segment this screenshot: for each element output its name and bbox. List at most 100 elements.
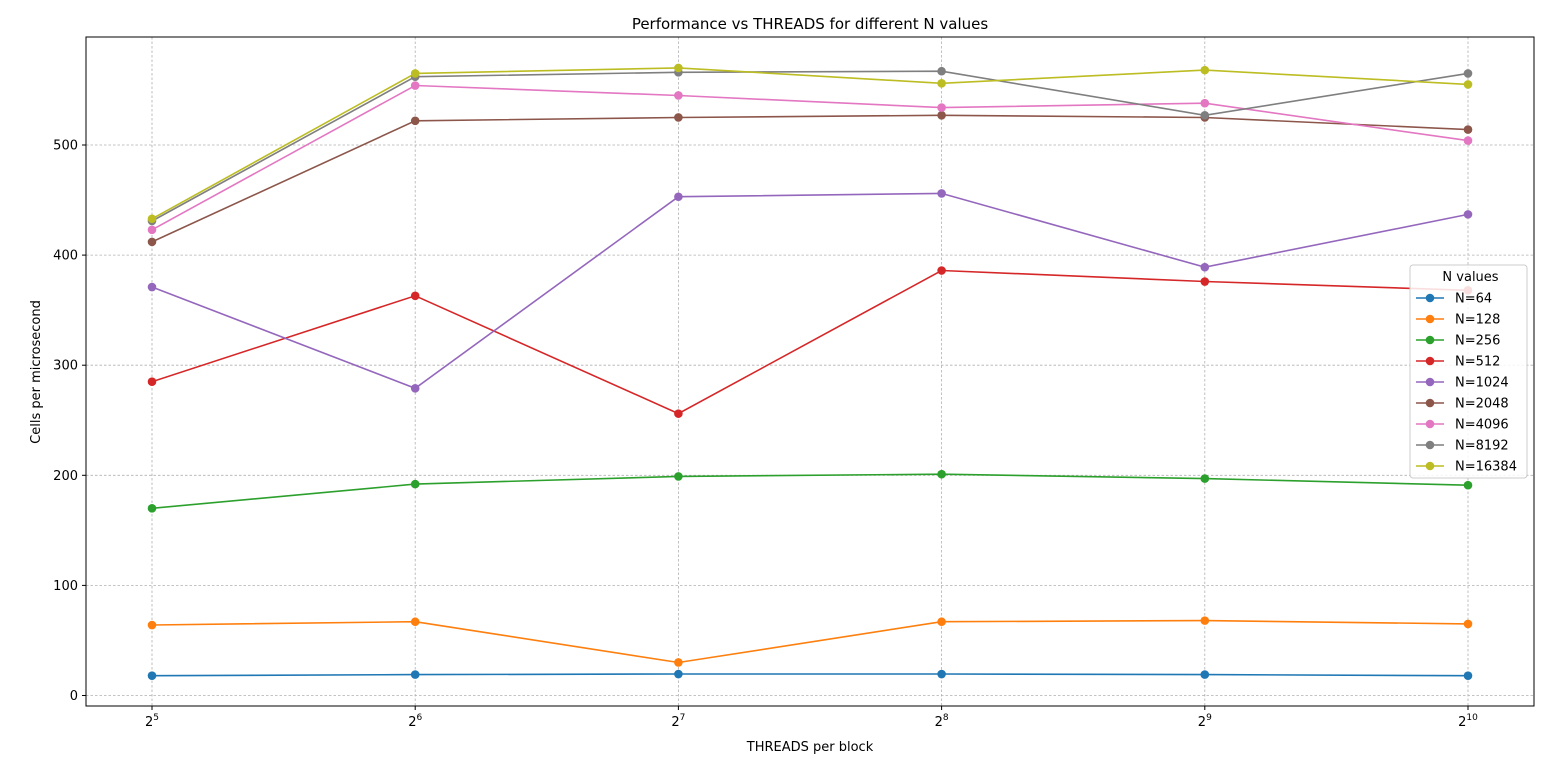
series-line (151, 192, 1469, 390)
legend-label: N=64 (1455, 292, 1492, 307)
axes: 25 26 27 28 29 210 0 100 200 300 400 500 (53, 139, 1478, 731)
series-n-64 (147, 669, 1473, 680)
data-point (937, 669, 946, 679)
data-point (1463, 671, 1473, 680)
data-point (937, 103, 946, 112)
legend-item: N=16384 (1416, 460, 1517, 475)
y-tick-label: 200 (53, 469, 78, 484)
legend-swatch-marker (1425, 356, 1435, 366)
data-point (937, 469, 946, 479)
legend-label: N=256 (1455, 334, 1500, 349)
series-line (151, 473, 1469, 510)
data-point (674, 472, 683, 481)
data-point (1463, 136, 1473, 145)
data-point (1200, 474, 1210, 483)
legend-label: N=16384 (1455, 460, 1517, 475)
data-point (410, 384, 420, 393)
data-point (1200, 670, 1210, 679)
legend-item: N=512 (1416, 355, 1500, 370)
data-point (674, 113, 683, 122)
x-axis-label: THREADS per block (746, 740, 874, 755)
data-point (1463, 80, 1473, 89)
legend-label: N=1024 (1455, 376, 1509, 391)
legend-item: N=128 (1416, 313, 1500, 328)
legend-label: N=512 (1455, 355, 1500, 370)
data-point (937, 266, 946, 275)
data-point (674, 669, 683, 679)
data-point (147, 214, 157, 224)
data-point (937, 110, 946, 120)
data-point (937, 189, 946, 198)
data-point (674, 63, 683, 73)
legend-item: N=8192 (1416, 439, 1509, 454)
legend-title: N values (1442, 270, 1498, 285)
y-tick-label: 300 (53, 359, 78, 374)
legend-swatch-marker (1425, 440, 1435, 450)
series-line (151, 67, 1469, 220)
series-n-8192 (147, 66, 1473, 226)
data-point (147, 671, 157, 680)
data-point (147, 377, 157, 387)
x-tick-label: 26 (408, 713, 422, 730)
series-line (151, 269, 1469, 415)
data-point (147, 282, 157, 292)
plot-frame (85, 36, 1535, 707)
series-n-128 (147, 616, 1473, 667)
data-point (147, 504, 157, 513)
x-tick-label: 29 (1198, 713, 1212, 730)
series-n-16384 (147, 63, 1473, 224)
data-point (410, 116, 420, 126)
y-tick-label: 400 (53, 249, 78, 264)
legend-swatch-marker (1425, 419, 1435, 429)
series-n-256 (147, 469, 1473, 513)
x-tick-label: 27 (671, 713, 685, 730)
data-point (410, 479, 420, 489)
y-tick-label: 500 (53, 139, 78, 154)
legend-item: N=4096 (1416, 418, 1509, 433)
data-point (410, 291, 420, 301)
data-point (937, 79, 946, 88)
legend-swatch-marker (1425, 293, 1435, 303)
data-point (410, 69, 420, 78)
data-point (937, 617, 946, 627)
chart-title: Performance vs THREADS for different N v… (632, 15, 989, 33)
legend-swatch-marker (1425, 461, 1435, 471)
legend-swatch-marker (1425, 398, 1435, 408)
legend: N values N=64 N=128 N=256 N=512 N=1024 N=2048 N… (1409, 264, 1528, 479)
series-line (151, 84, 1469, 231)
legend-label: N=2048 (1455, 397, 1509, 412)
data-point (674, 192, 683, 202)
data-point (1463, 480, 1473, 490)
legend-label: N=8192 (1455, 439, 1509, 454)
data-point (1200, 110, 1210, 120)
y-axis-label: Cells per microsecond (29, 300, 44, 444)
legend-item: N=1024 (1416, 376, 1509, 391)
data-point (937, 66, 946, 76)
data-point (410, 670, 420, 679)
data-point (1463, 69, 1473, 78)
legend-item: N=2048 (1416, 397, 1509, 412)
data-point (1463, 125, 1473, 134)
data-point (1463, 210, 1473, 219)
series-line (151, 673, 1469, 677)
data-point (147, 237, 157, 247)
data-point (1200, 616, 1210, 625)
data-point (1200, 277, 1210, 286)
series-n-4096 (147, 81, 1473, 235)
series-line (151, 70, 1469, 222)
data-point (674, 91, 683, 100)
series-line (151, 619, 1469, 664)
data-point (410, 81, 420, 90)
legend-swatch-marker (1425, 314, 1435, 324)
legend-item: N=256 (1416, 334, 1500, 349)
legend-label: N=4096 (1455, 418, 1509, 433)
x-tick-label: 25 (145, 713, 159, 730)
series-n-1024 (147, 189, 1473, 393)
series-n-2048 (147, 110, 1473, 247)
x-tick-label: 210 (1458, 713, 1478, 730)
data-point (674, 658, 683, 667)
series-line (151, 114, 1469, 243)
data-point (1200, 262, 1210, 272)
series-group (147, 63, 1473, 680)
